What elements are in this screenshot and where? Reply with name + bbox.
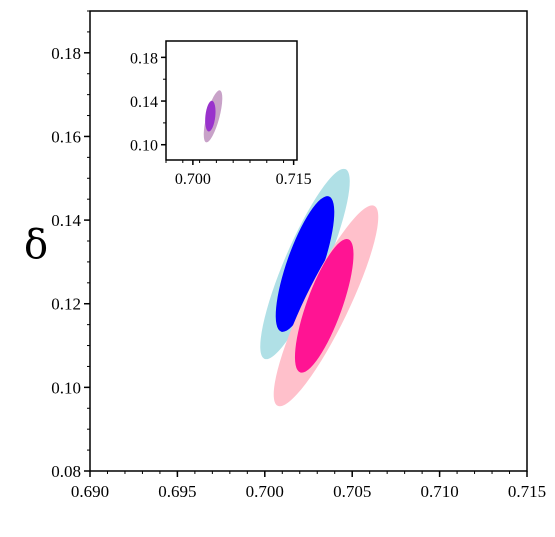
y-tick-label: 0.10 bbox=[51, 378, 81, 397]
x-tick-label: 0.695 bbox=[158, 482, 196, 501]
contour-1-inner bbox=[275, 196, 335, 332]
y-tick-label: 0.08 bbox=[51, 462, 81, 481]
inset-y-tick-label: 0.18 bbox=[130, 50, 158, 67]
x-tick-label: 0.710 bbox=[420, 482, 458, 501]
main-plot: 0.690 0.695 0.700 0.705 0.710 0.7150.080.100.… bbox=[51, 10, 546, 501]
y-tick-label: 0.12 bbox=[51, 295, 81, 314]
x-tick-label: 0.715 bbox=[508, 482, 546, 501]
inset-plot: 0.700 0.715 0.10 0.14 0.18 bbox=[130, 40, 312, 188]
y-tick-label: 0.18 bbox=[51, 44, 81, 63]
inset-contour-1-inner bbox=[205, 100, 216, 132]
contour-2-inner bbox=[294, 238, 354, 373]
x-tick-label: 0.700 bbox=[246, 482, 284, 501]
y-tick-label: 0.14 bbox=[51, 211, 81, 230]
inset-y-tick-label: 0.10 bbox=[130, 138, 158, 155]
x-tick-label: 0.690 bbox=[71, 482, 109, 501]
y-axis-title: δ bbox=[24, 222, 48, 268]
inset-y-tick-label: 0.14 bbox=[130, 94, 158, 111]
y-tick-label: 0.16 bbox=[51, 127, 81, 146]
inset-x-tick-label: 0.700 bbox=[175, 171, 211, 188]
x-tick-label: 0.705 bbox=[333, 482, 371, 501]
inset-x-tick-label: 0.715 bbox=[276, 171, 312, 188]
inset-plot-frame bbox=[165, 40, 298, 161]
